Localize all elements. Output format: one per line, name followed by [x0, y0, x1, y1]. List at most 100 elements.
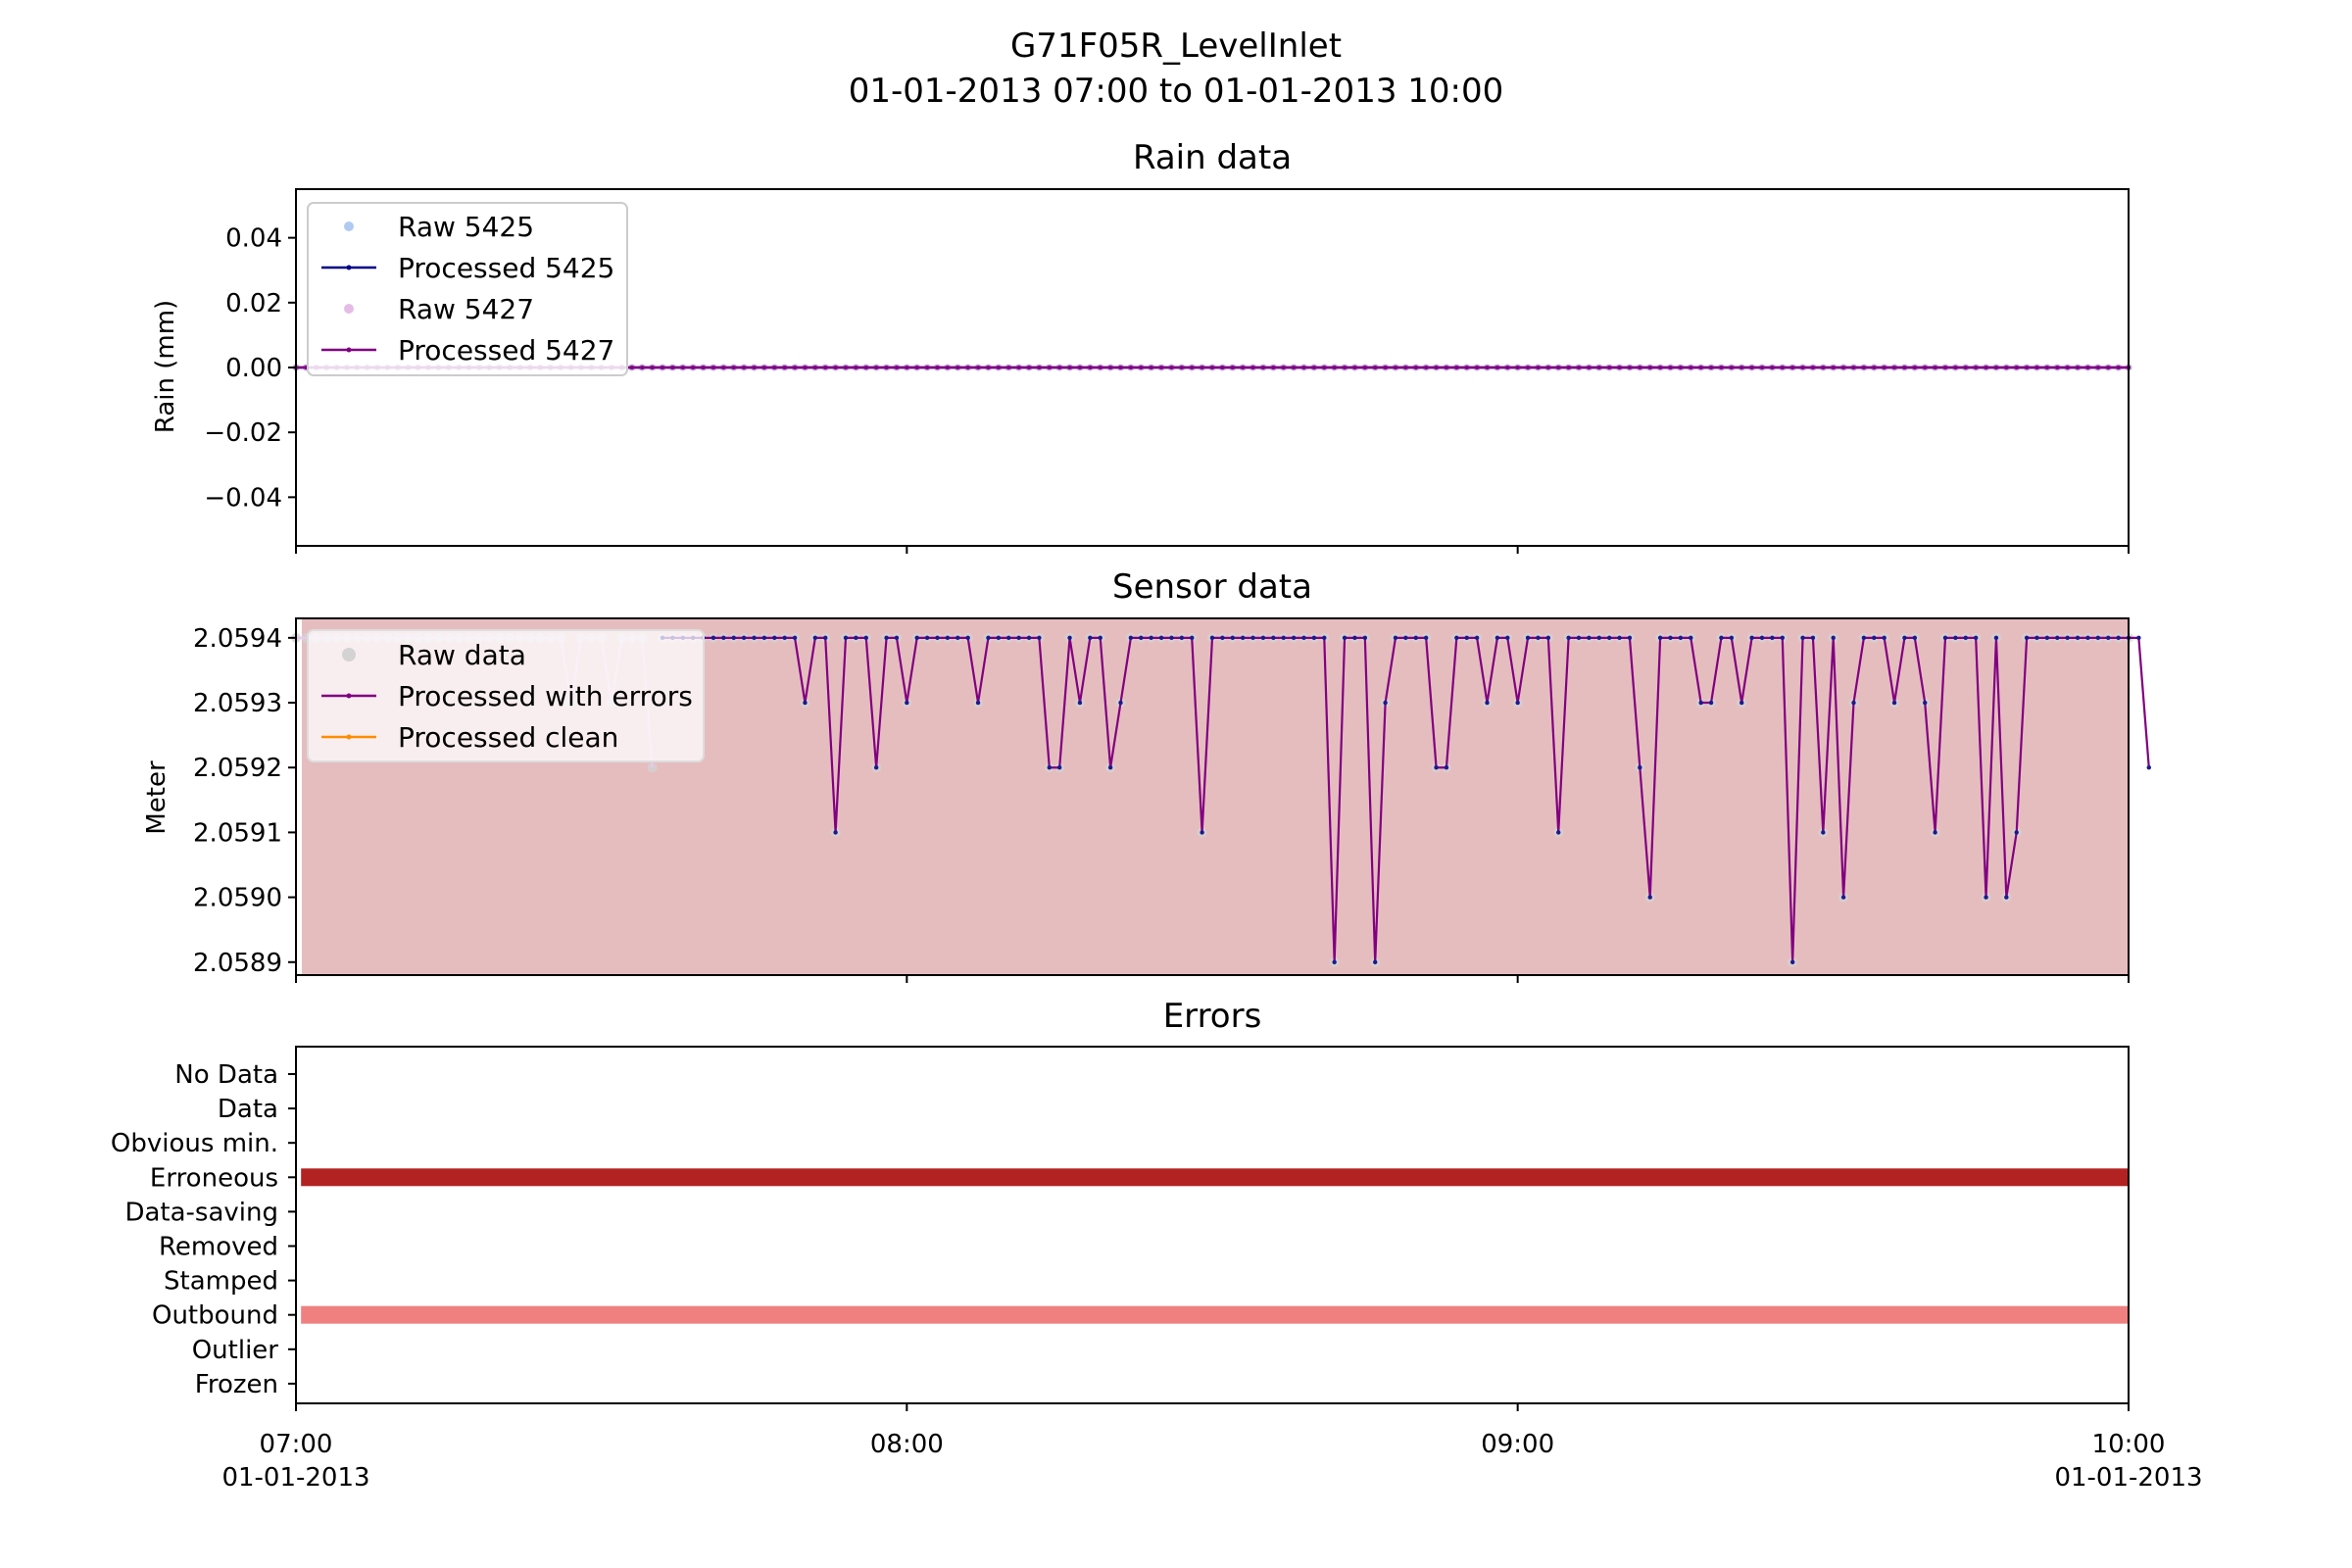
errors-panel-title: Errors [1163, 997, 1262, 1036]
sensor-processed-point [1149, 635, 1153, 641]
sensor-processed-point [1322, 635, 1327, 641]
sensor-processed-point [1311, 635, 1317, 641]
sensor-processed-point [710, 635, 716, 641]
sensor-processed-point [2136, 635, 2141, 641]
sensor-processed-point [1128, 635, 1134, 641]
errors-category-label: Data [218, 1095, 278, 1124]
rain-legend: Raw 5425 Processed 5425 Raw 5427 Processed … [307, 202, 628, 376]
rain-point [793, 366, 798, 369]
sensor-processed-point [996, 635, 1002, 641]
rain-point [1943, 366, 1947, 369]
rain-point [1872, 366, 1877, 369]
sensor-processed-point [1383, 700, 1388, 706]
rain-point [823, 366, 828, 369]
rain-point [854, 366, 858, 369]
rain-point [1709, 366, 1714, 369]
sensor-processed-point [833, 830, 838, 835]
sensor-processed-point [1759, 635, 1765, 641]
sensor-processed-point [1923, 700, 1928, 706]
sensor-legend-box [307, 629, 705, 762]
rain-point [1556, 366, 1561, 369]
errors-category-label: Frozen [195, 1370, 278, 1399]
sensor-y-tick-label: 2.0593 [193, 689, 282, 718]
sensor-processed-point [1576, 635, 1582, 641]
rain-point [1587, 366, 1592, 369]
rain-point [2055, 366, 2060, 369]
sensor-processed-point [812, 635, 818, 641]
rain-point [1006, 366, 1011, 369]
rain-point [1780, 366, 1785, 369]
sensor-processed-point [1861, 635, 1867, 641]
sensor-processed-point [1209, 635, 1215, 641]
sensor-processed-point [975, 700, 981, 706]
rain-point [1067, 366, 1072, 369]
sensor-processed-point [752, 635, 757, 641]
sensor-processed-point [1647, 895, 1652, 900]
sensor-processed-point [1740, 700, 1744, 706]
rain-legend-marker [344, 304, 354, 314]
rain-point [1892, 366, 1897, 369]
rain-y-tick-label: 0.04 [225, 224, 282, 254]
sensor-processed-point [956, 635, 960, 641]
sensor-processed-point [1413, 635, 1418, 641]
sensor-processed-point [1708, 700, 1714, 706]
rain-point [752, 366, 757, 369]
rain-point [1566, 366, 1571, 369]
rain-point [945, 366, 950, 369]
sensor-processed-point [2146, 765, 2151, 770]
sensor-processed-point [1373, 959, 1378, 964]
sensor-processed-point [2055, 635, 2060, 641]
sensor-processed-point [1556, 830, 1561, 835]
sensor-processed-point [1933, 830, 1937, 835]
sensor-y-tick-label: 2.0591 [193, 818, 282, 848]
rain-legend-marker [346, 347, 352, 353]
errors-band-erroneous [301, 1168, 2129, 1187]
sensor-plot-area: 2.0594 2.0593 2.0592 2.0591 2.0590 2.0589 Raw … [193, 617, 2151, 983]
rain-point [1494, 366, 1499, 369]
rain-point [1861, 366, 1866, 369]
errors-category-label: Data-saving [124, 1198, 278, 1227]
rain-point [1098, 366, 1102, 369]
rain-point [670, 366, 675, 369]
x-tick-label: 09:00 [1481, 1430, 1554, 1459]
rain-point [1933, 366, 1937, 369]
rain-point [1668, 366, 1673, 369]
sensor-processed-point [1821, 830, 1826, 835]
sensor-processed-point [965, 635, 970, 641]
rain-legend-box [307, 202, 628, 376]
sensor-processed-point [1098, 635, 1102, 641]
rain-point [1190, 366, 1195, 369]
rain-point [935, 366, 940, 369]
sensor-processed-point [1088, 635, 1093, 641]
rain-point [1760, 366, 1764, 369]
rain-y-tick-label: 0.00 [225, 354, 282, 383]
rain-y-tick-label: −0.02 [204, 418, 282, 448]
sensor-processed-point [914, 635, 919, 641]
rain-point [1128, 366, 1133, 369]
sensor-processed-point [1301, 635, 1306, 641]
sensor-processed-point [2034, 635, 2039, 641]
rain-point [772, 366, 777, 369]
sensor-processed-point [792, 635, 798, 641]
sensor-processed-point [1993, 635, 1999, 641]
errors-category-label: Obvious min. [111, 1129, 278, 1158]
sensor-processed-point [1200, 830, 1204, 835]
sensor-processed-point [1749, 635, 1754, 641]
sensor-processed-point [873, 765, 879, 770]
rain-point [1596, 366, 1601, 369]
rain-point [1810, 366, 1815, 369]
rain-point [1362, 366, 1367, 369]
errors-plot-area: No Data Data Obvious min. Erroneous Data-sav… [111, 1046, 2203, 1493]
sensor-processed-point [1352, 635, 1357, 641]
rain-y-tick-label: −0.04 [204, 483, 282, 513]
rain-point [1729, 366, 1734, 369]
sensor-processed-point [1515, 700, 1520, 706]
sensor-processed-point [1678, 635, 1684, 641]
sensor-legend: Raw data Processed with errors Processed c… [307, 629, 705, 762]
sensor-processed-point [803, 700, 808, 706]
rain-point [986, 366, 991, 369]
sensor-processed-point [1281, 635, 1286, 641]
rain-point [894, 366, 899, 369]
rain-point [1292, 366, 1297, 369]
rain-point [1800, 366, 1805, 369]
